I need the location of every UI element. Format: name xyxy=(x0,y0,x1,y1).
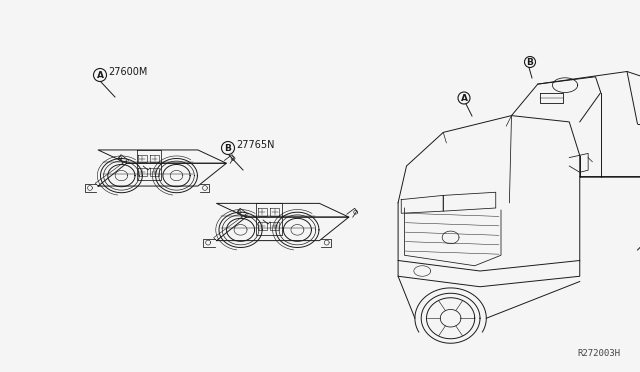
Text: A: A xyxy=(461,94,467,103)
Text: 27765N: 27765N xyxy=(236,140,275,150)
Text: 27600M: 27600M xyxy=(108,67,147,77)
Text: B: B xyxy=(225,144,232,153)
Text: B: B xyxy=(527,58,533,67)
Text: R272003H: R272003H xyxy=(577,349,620,358)
Text: A: A xyxy=(97,71,104,80)
